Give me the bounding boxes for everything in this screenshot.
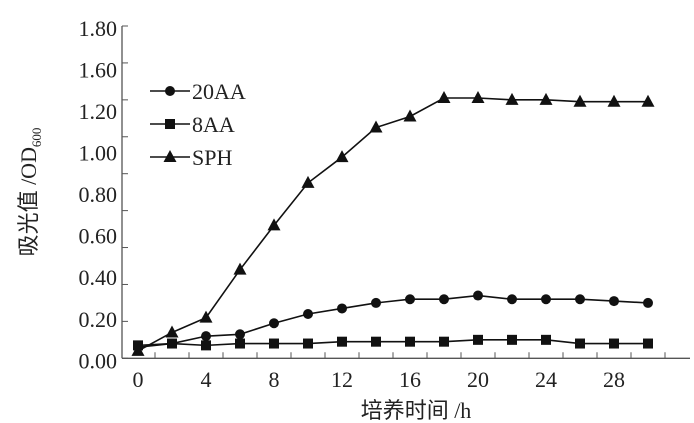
circle-marker — [541, 294, 551, 305]
x-tick-label: 20 — [467, 367, 489, 392]
circle-marker — [439, 294, 449, 305]
square-marker — [167, 338, 177, 349]
x-tick-labels: 0 4 8 12 16 20 24 28 — [133, 367, 626, 392]
legend-label: 8AA — [192, 112, 235, 137]
series-group — [131, 90, 655, 356]
y-tick-label: 0.60 — [79, 224, 118, 249]
triangle-marker — [301, 175, 315, 188]
triangle-marker — [641, 94, 655, 107]
square-marker — [269, 338, 279, 349]
circle-marker — [507, 294, 517, 305]
triangle-marker — [607, 94, 621, 107]
y-tick-labels: 1.80 1.60 1.20 1.00 0.80 0.60 0.40 0.20 0.00 — [79, 16, 118, 373]
x-axis-label: 培养时间 /h — [361, 398, 472, 423]
circle-marker — [643, 297, 653, 308]
triangle-marker — [539, 92, 553, 105]
y-tick-label: 0.80 — [79, 182, 118, 207]
y-tick-label: 0.00 — [79, 348, 118, 373]
triangle-marker — [573, 94, 587, 107]
circle-marker — [473, 290, 483, 301]
y-tick-label: 1.20 — [79, 99, 118, 124]
square-marker — [235, 338, 245, 349]
square-marker — [371, 336, 381, 347]
y-axis-label-subscript: 600 — [29, 128, 44, 148]
square-marker — [405, 336, 415, 347]
x-tick-label: 4 — [201, 367, 212, 392]
triangle-marker — [165, 325, 179, 338]
y-tick-label: 0.20 — [79, 307, 118, 332]
x-tick-label: 8 — [269, 367, 280, 392]
x-tick-label: 0 — [133, 367, 144, 392]
triangle-marker — [471, 90, 485, 103]
circle-marker — [405, 294, 415, 305]
y-axis-label-main: 吸光值 /OD — [16, 147, 41, 256]
axes — [121, 25, 690, 359]
legend-item-8aa: 8AA — [150, 112, 235, 137]
circle-marker — [371, 297, 381, 308]
triangle-marker — [233, 262, 247, 275]
x-tick-label: 28 — [603, 367, 625, 392]
square-marker — [541, 334, 551, 345]
circle-marker — [337, 303, 347, 314]
square-marker — [337, 336, 347, 347]
triangle-marker — [267, 218, 281, 231]
circle-marker — [609, 296, 619, 307]
square-marker — [507, 334, 517, 345]
triangle-marker — [403, 109, 417, 122]
legend-label: SPH — [192, 145, 232, 170]
legend-item-sph: SPH — [150, 145, 232, 170]
triangle-marker — [335, 150, 349, 163]
y-tick-label: 0.40 — [79, 265, 118, 290]
y-tick-label: 1.60 — [79, 58, 118, 83]
triangle-marker — [163, 150, 177, 162]
legend-label: 20AA — [192, 79, 246, 104]
square-marker — [303, 338, 313, 349]
square-marker — [575, 338, 585, 349]
circle-marker — [575, 294, 585, 305]
y-tick-label: 1.80 — [79, 16, 118, 41]
series-line — [137, 294, 649, 349]
y-axis-label: 吸光值 /OD600 — [16, 128, 44, 257]
triangle-marker — [437, 90, 451, 103]
square-marker — [165, 119, 175, 129]
x-tick-label: 24 — [535, 367, 557, 392]
circle-marker — [235, 329, 245, 340]
series-line — [137, 97, 648, 352]
circle-marker — [303, 308, 313, 319]
x-tick-label: 12 — [331, 367, 353, 392]
triangle-marker — [199, 310, 213, 323]
square-marker — [609, 338, 619, 349]
square-marker — [201, 340, 211, 351]
legend-item-20aa: 20AA — [150, 79, 246, 104]
series-8aa — [133, 334, 653, 351]
circle-marker — [201, 331, 211, 342]
square-marker — [473, 334, 483, 345]
series-sph — [131, 90, 655, 356]
series-line — [137, 339, 648, 347]
triangle-marker — [505, 92, 519, 105]
square-marker — [643, 338, 653, 349]
legend: 20AA 8AA SPH — [150, 79, 246, 170]
y-tick-label: 1.00 — [79, 141, 118, 166]
x-tick-label: 16 — [399, 367, 421, 392]
circle-marker — [269, 318, 279, 329]
triangle-marker — [369, 120, 383, 133]
circle-marker — [165, 86, 175, 96]
triangle-marker — [131, 343, 145, 356]
square-marker — [439, 336, 449, 347]
